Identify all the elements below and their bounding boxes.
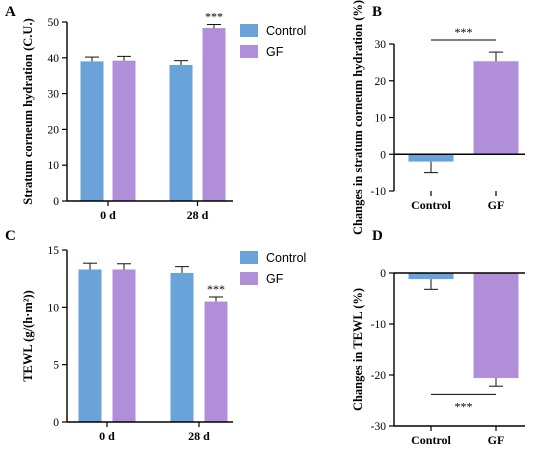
y-tick-label: 0 [380,149,386,161]
y-tick-label: 20 [375,76,387,88]
bar-gf-0-d [112,269,136,422]
legend-swatch-gf [240,45,258,58]
y-tick-label: 0 [53,417,59,429]
y-tick-label: 30 [48,89,60,101]
legend-swatch-control [240,24,258,37]
bar-control [408,273,454,280]
bar-control-28-d [169,64,193,202]
bar-gf-28-d [204,301,228,422]
y-tick-label: 5 [53,360,59,372]
y-tick-label: -10 [371,319,387,331]
panel-a: A Stratum corneum hydration (C.U.) 0 10 20 30… [5,4,306,222]
y-axis-label: Changes in stratum corneum hydration (%) [351,0,365,235]
legend-label-gf: GF [266,272,284,286]
y-tick-label: 20 [48,124,60,136]
bar-control-0-d [80,61,104,201]
panel-letter: A [5,4,16,20]
bar-gf-0-d [112,60,136,201]
y-tick-label: 30 [375,39,387,51]
panel-b: B Changes in stratum corneum hydration (%… [351,0,525,235]
x-tick-label: Control [411,198,451,212]
significance-stars: *** [455,25,473,39]
y-tick-label: 0 [53,196,59,208]
y-tick-label: 10 [375,113,387,125]
significance-stars: *** [207,282,225,296]
x-tick-label: Control [411,433,451,447]
significance-stars: *** [455,399,473,413]
x-tick-label: 28 d [188,429,210,443]
bar-control-0-d [78,269,102,422]
x-tick-label: GF [488,433,505,447]
y-axis-label: TEWL (g/(h·m²)) [21,290,35,382]
y-tick-label: 10 [48,160,60,172]
y-tick-label: 15 [48,245,60,257]
bar-gf-28-d [202,28,226,202]
bar-gf [473,273,519,379]
panel-letter: D [372,228,383,244]
x-tick-label: GF [488,198,505,212]
y-tick-label: -20 [371,370,387,382]
panel-c: C TEWL (g/(h·m²)) 0 5 10 15 0 d 28 d *** Control G… [5,228,306,443]
legend-label-control: Control [266,251,306,265]
y-tick-label: 10 [48,302,60,314]
panel-letter: B [372,4,382,20]
y-tick-label: -10 [371,186,387,198]
bar-gf [473,61,519,155]
y-tick-label: 40 [48,53,60,65]
panel-letter: C [5,228,16,244]
y-tick-label: 50 [48,17,60,29]
legend-swatch-gf [240,272,258,285]
legend-swatch-control [240,251,258,264]
x-tick-label: 0 d [100,208,116,222]
y-axis-label: Changes in TEWL (%) [351,288,365,411]
y-axis-label: Stratum corneum hydration (C.U.) [21,18,35,204]
legend-label-gf: GF [266,45,284,59]
bar-control [408,154,454,162]
panel-d: D Changes in TEWL (%) -30 -20 -10 0 Control GF *… [351,228,525,447]
x-tick-label: 28 d [187,208,209,222]
significance-stars: *** [205,10,223,24]
y-tick-label: -30 [371,421,387,433]
y-tick-label: 0 [380,268,386,280]
legend-label-control: Control [266,24,306,38]
bar-control-28-d [170,272,194,422]
x-tick-label: 0 d [99,429,115,443]
